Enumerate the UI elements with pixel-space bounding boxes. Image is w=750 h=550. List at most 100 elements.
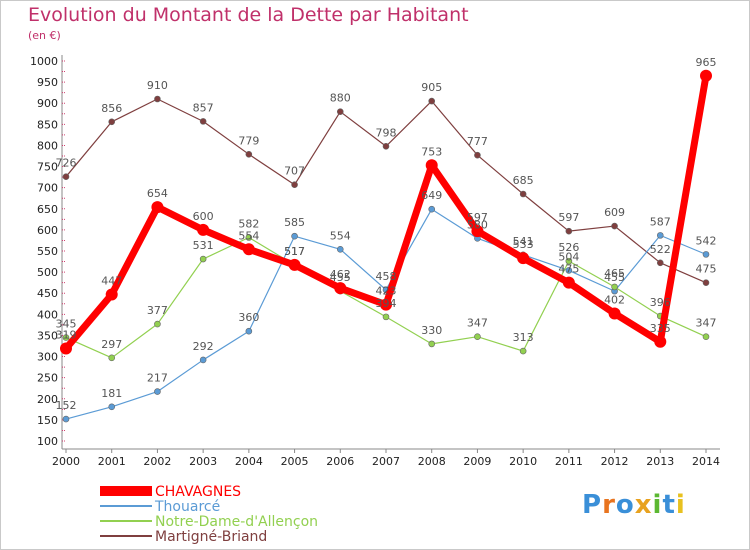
- data-point-martigne-briand: [611, 222, 618, 230]
- x-tick-label: 2001: [98, 455, 126, 468]
- data-label-thouarce: 292: [193, 340, 214, 353]
- data-point-thouarce: [108, 403, 116, 411]
- legend: CHAVAGNESThouarcéNotre-Dame-d'AllençonMa…: [100, 484, 318, 545]
- data-point-notre-dame-d-allencon: [428, 340, 436, 348]
- data-point-chavagnes: [517, 252, 530, 265]
- data-label-chavagnes: 447: [101, 274, 122, 287]
- y-tick-label: 950: [37, 76, 58, 89]
- data-point-martigne-briand: [702, 279, 710, 286]
- logo-letter: i: [675, 490, 686, 520]
- data-point-thouarce: [199, 356, 207, 364]
- data-label-notre-dame-d-allencon: 394: [376, 297, 397, 310]
- data-point-notre-dame-d-allencon: [611, 283, 618, 291]
- data-label-thouarce: 152: [56, 399, 77, 412]
- data-label-chavagnes: 335: [650, 322, 671, 335]
- data-point-notre-dame-d-allencon: [154, 320, 161, 328]
- data-label-notre-dame-d-allencon: 531: [193, 239, 214, 252]
- data-label-chavagnes: 597: [467, 211, 488, 224]
- axes: [61, 55, 720, 450]
- data-label-notre-dame-d-allencon: 517: [284, 245, 305, 258]
- data-point-martigne-briand: [474, 151, 481, 159]
- data-point-thouarce: [291, 232, 298, 240]
- x-tick-label: 2005: [281, 455, 309, 468]
- data-point-chavagnes: [242, 243, 255, 256]
- data-point-martigne-briand: [108, 118, 116, 126]
- x-tick-label: 2010: [509, 455, 537, 468]
- data-point-martigne-briand: [245, 151, 253, 158]
- data-point-thouarce: [428, 205, 436, 213]
- y-tick-label: 350: [37, 329, 58, 342]
- data-label-martigne-briand: 522: [650, 243, 671, 256]
- data-point-martigne-briand: [428, 97, 436, 105]
- data-point-chavagnes: [288, 258, 301, 271]
- data-label-thouarce: 217: [147, 372, 168, 385]
- data-label-martigne-briand: 475: [696, 263, 717, 276]
- data-label-chavagnes: 423: [376, 285, 397, 298]
- data-point-martigne-briand: [291, 181, 298, 189]
- y-tick-label: 200: [37, 393, 58, 406]
- x-tick-label: 2002: [143, 455, 171, 468]
- data-point-thouarce: [702, 251, 710, 258]
- data-label-thouarce: 541: [513, 235, 534, 248]
- data-point-notre-dame-d-allencon: [382, 313, 390, 321]
- data-label-notre-dame-d-allencon: 347: [696, 317, 717, 330]
- data-point-martigne-briand: [519, 190, 527, 198]
- y-tick-label: 500: [37, 266, 58, 279]
- x-tick-label: 2006: [326, 455, 354, 468]
- y-tick-label: 400: [37, 308, 58, 321]
- data-label-thouarce: 649: [421, 189, 442, 202]
- data-label-martigne-briand: 798: [376, 126, 397, 139]
- data-label-chavagnes: 517: [284, 245, 305, 258]
- data-label-martigne-briand: 880: [330, 92, 351, 105]
- data-point-chavagnes: [654, 335, 667, 348]
- series-lines: [60, 69, 712, 423]
- y-tick-label: 750: [37, 161, 58, 174]
- data-point-thouarce: [336, 246, 344, 253]
- data-point-chavagnes: [471, 225, 484, 238]
- data-point-chavagnes: [700, 69, 712, 82]
- y-tick-label: 250: [37, 372, 58, 385]
- data-label-chavagnes: 402: [604, 293, 625, 306]
- data-label-chavagnes: 462: [330, 268, 351, 281]
- logo-letter: x: [634, 490, 653, 520]
- data-point-thouarce: [154, 388, 161, 395]
- data-point-chavagnes: [197, 223, 210, 236]
- data-point-notre-dame-d-allencon: [199, 255, 207, 263]
- logo-letter: r: [602, 490, 616, 520]
- y-axis-ticks: 100 150 200 250 300 350 400 450 500 550 600 650 700 7…: [30, 55, 58, 448]
- legend-label-martigne-briand: Martigné-Briand: [155, 529, 267, 545]
- data-label-martigne-briand: 905: [421, 81, 442, 94]
- legend-swatch-chavagnes: [100, 486, 152, 496]
- y-tick-label: 600: [37, 224, 58, 237]
- data-point-notre-dame-d-allencon: [702, 333, 710, 341]
- y-tick-label: 450: [37, 287, 58, 300]
- legend-label-chavagnes: CHAVAGNES: [155, 484, 241, 500]
- data-point-thouarce: [656, 232, 664, 239]
- y-tick-label: 900: [37, 97, 58, 110]
- data-label-thouarce: 455: [604, 271, 625, 284]
- y-tick-label: 150: [37, 414, 58, 427]
- data-label-notre-dame-d-allencon: 377: [147, 304, 168, 317]
- x-tick-label: 2011: [555, 455, 583, 468]
- y-tick-label: 700: [37, 182, 58, 195]
- logo-letter: P: [582, 490, 603, 520]
- data-label-martigne-briand: 777: [467, 135, 488, 148]
- data-label-thouarce: 587: [650, 215, 671, 228]
- data-point-notre-dame-d-allencon: [474, 333, 481, 341]
- data-point-martigne-briand: [336, 108, 344, 115]
- data-label-martigne-briand: 685: [513, 174, 534, 187]
- chart-subtitle: (en €): [28, 29, 61, 42]
- logo-letter: t: [662, 490, 676, 520]
- data-label-chavagnes: 554: [238, 229, 259, 242]
- data-point-chavagnes: [425, 159, 438, 172]
- data-label-martigne-briand: 597: [558, 211, 579, 224]
- data-point-thouarce: [565, 267, 573, 274]
- data-label-notre-dame-d-allencon: 297: [101, 338, 122, 351]
- data-point-notre-dame-d-allencon: [519, 347, 527, 355]
- data-label-notre-dame-d-allencon: 455: [330, 271, 351, 284]
- data-label-thouarce: 504: [558, 250, 579, 263]
- y-tick-label: 100: [37, 435, 58, 448]
- x-tick-label: 2009: [463, 455, 491, 468]
- data-point-thouarce: [245, 327, 253, 335]
- data-point-martigne-briand: [154, 95, 161, 103]
